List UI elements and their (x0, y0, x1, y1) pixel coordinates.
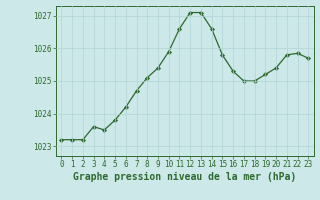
X-axis label: Graphe pression niveau de la mer (hPa): Graphe pression niveau de la mer (hPa) (73, 172, 296, 182)
